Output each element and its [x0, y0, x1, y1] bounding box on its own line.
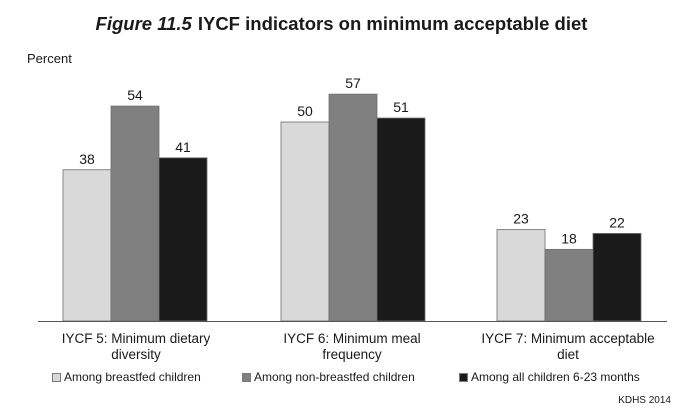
bar-all-children-6: [376, 117, 426, 322]
data-label-all-children-6: 51: [393, 99, 409, 115]
legend-swatch-breastfed: [52, 372, 61, 382]
legend-item-breastfed: Among breastfed children: [52, 370, 201, 384]
bar-breastfed-5: [62, 169, 112, 322]
bar-breastfed-7: [496, 229, 546, 322]
legend-label-non-breastfed: Among non-breastfed children: [254, 370, 415, 384]
legend-swatch-non-breastfed: [242, 372, 251, 382]
data-label-all-children-7: 22: [609, 214, 625, 230]
data-label-breastfed-7: 23: [513, 210, 529, 226]
bar-non-breastfed-7: [544, 248, 594, 322]
category-label-iycf-7: IYCF 7: Minimum acceptable diet: [481, 331, 654, 362]
data-label-breastfed-6: 50: [297, 103, 313, 119]
data-label-non-breastfed-5: 54: [127, 87, 143, 103]
data-label-non-breastfed-6: 57: [345, 75, 361, 91]
bar-all-children-7: [592, 233, 642, 322]
bar-non-breastfed-5: [110, 105, 160, 322]
data-label-breastfed-5: 38: [79, 151, 95, 167]
category-label-iycf-6: IYCF 6: Minimum meal frequency: [283, 331, 420, 362]
bar-non-breastfed-6: [328, 93, 378, 322]
figure-number: Figure 11.5: [95, 13, 192, 34]
bar-all-children-5: [158, 157, 208, 322]
bar-breastfed-6: [280, 121, 330, 322]
source-note: KDHS 2014: [618, 395, 671, 406]
chart-title: Figure 11.5 IYCF indicators on minimum ac…: [0, 13, 683, 35]
category-label-iycf-5: IYCF 5: Minimum dietary diversity: [62, 331, 211, 362]
legend-label-all-children: Among all children 6-23 months: [471, 370, 640, 384]
y-axis-label: Percent: [27, 51, 72, 66]
legend-label-breastfed: Among breastfed children: [64, 370, 201, 384]
legend-swatch-all-children: [459, 372, 468, 382]
figure-title: IYCF indicators on minimum acceptable di…: [197, 13, 588, 34]
legend: Among breastfed children Among non-breas…: [0, 370, 683, 386]
data-label-all-children-5: 41: [175, 139, 191, 155]
legend-item-non-breastfed: Among non-breastfed children: [242, 370, 415, 384]
legend-item-all-children: Among all children 6-23 months: [459, 370, 640, 384]
data-label-non-breastfed-7: 18: [561, 230, 577, 246]
